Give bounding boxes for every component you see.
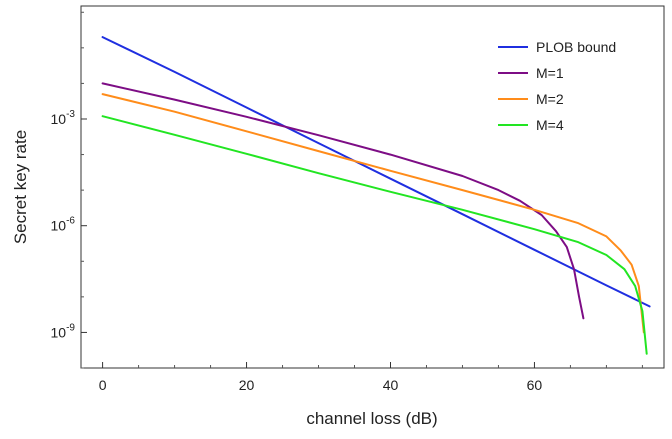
y-axis-label: Secret key rate [11,130,30,244]
legend-label-m-4: M=4 [536,117,564,133]
plot-frame [80,5,665,369]
series-layer [101,36,651,355]
y-tick-base: 10 [51,218,67,234]
legend-label-m-2: M=2 [536,91,564,107]
y-tick-exponent: -6 [66,216,75,227]
x-axis-label: channel loss (dB) [306,409,437,428]
y-tick-base: 10 [51,324,67,340]
y-tick-exponent: -3 [66,109,75,120]
x-tick-label: 0 [99,377,107,393]
y-tick-label: 10-6 [51,216,76,234]
series-line-plob-bound [101,36,651,308]
legend-label-m-1: M=1 [536,65,564,81]
x-tick-label: 20 [239,377,255,393]
legend: PLOB bound M=1 M=2 M=4 [498,39,616,133]
y-tick-base: 10 [51,111,67,127]
series-line-m-4 [101,115,648,355]
legend-label-plob-bound: PLOB bound [536,39,616,55]
x-tick-label: 40 [383,377,399,393]
y-tick-label: 10-3 [51,109,76,127]
series-line-m-2 [101,93,645,334]
series-line-m-1 [101,82,585,320]
y-tick-label: 10-9 [51,322,76,340]
y-tick-exponent: -9 [66,322,75,333]
x-tick-label: 60 [527,377,543,393]
